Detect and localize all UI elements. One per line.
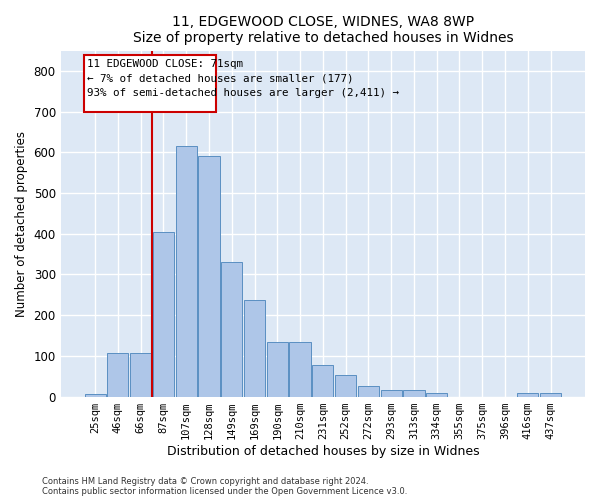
Bar: [199, 156, 220, 396]
Bar: [266, 342, 288, 396]
Y-axis label: Number of detached properties: Number of detached properties: [15, 130, 28, 316]
Text: Contains public sector information licensed under the Open Government Licence v3: Contains public sector information licen…: [42, 486, 407, 496]
Bar: [403, 390, 425, 396]
Bar: [244, 300, 265, 396]
Bar: [221, 262, 242, 396]
Title: 11, EDGEWOOD CLOSE, WIDNES, WA8 8WP
Size of property relative to detached houses: 11, EDGEWOOD CLOSE, WIDNES, WA8 8WP Size…: [133, 15, 513, 45]
FancyBboxPatch shape: [84, 56, 216, 112]
X-axis label: Distribution of detached houses by size in Widnes: Distribution of detached houses by size …: [167, 444, 479, 458]
Bar: [107, 352, 128, 397]
Bar: [312, 365, 334, 396]
Text: 11 EDGEWOOD CLOSE: 71sqm
← 7% of detached houses are smaller (177)
93% of semi-d: 11 EDGEWOOD CLOSE: 71sqm ← 7% of detache…: [87, 58, 399, 98]
Bar: [380, 390, 402, 396]
Bar: [153, 232, 174, 396]
Bar: [85, 394, 106, 396]
Bar: [176, 146, 197, 397]
Bar: [426, 392, 447, 396]
Bar: [517, 394, 538, 396]
Bar: [130, 352, 151, 397]
Bar: [540, 392, 561, 396]
Bar: [335, 375, 356, 396]
Bar: [289, 342, 311, 396]
Text: Contains HM Land Registry data © Crown copyright and database right 2024.: Contains HM Land Registry data © Crown c…: [42, 477, 368, 486]
Bar: [358, 386, 379, 396]
